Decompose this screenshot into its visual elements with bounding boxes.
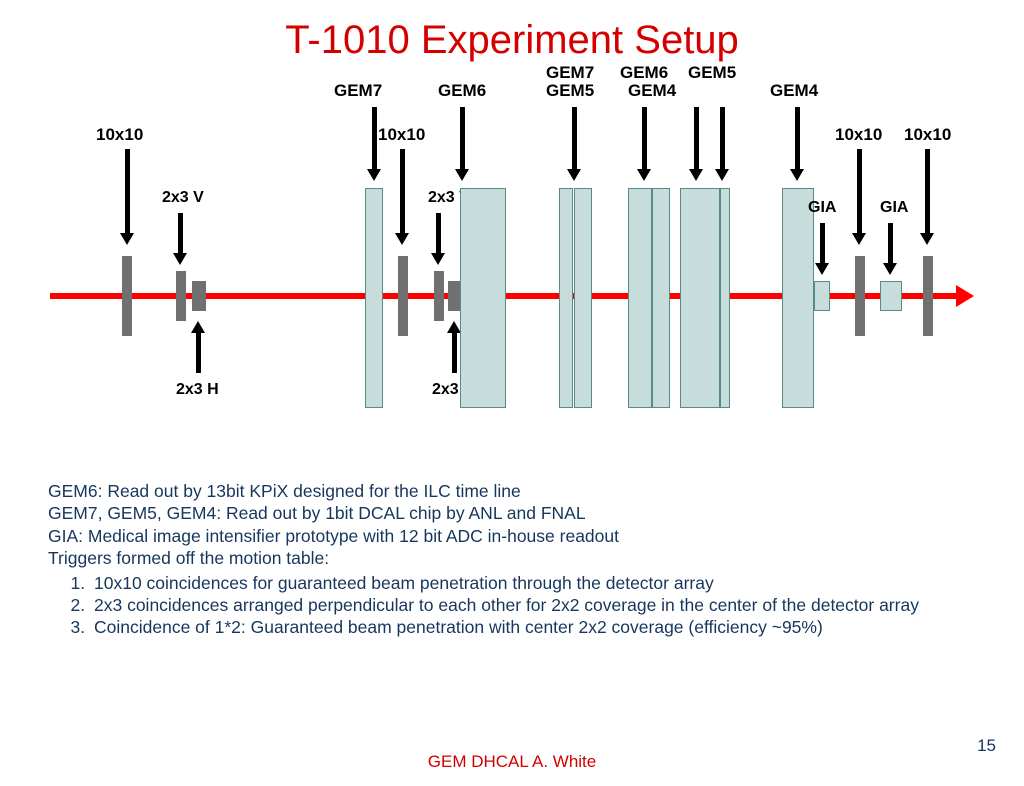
- arrow-icon: [694, 107, 699, 171]
- note-line: GEM6: Read out by 13bit KPiX designed fo…: [48, 480, 988, 502]
- arrow-icon: [452, 331, 457, 373]
- footer-text: GEM DHCAL A. White: [0, 752, 1024, 772]
- arrow-icon: [857, 149, 862, 235]
- detector-10x10-3: [855, 256, 865, 336]
- arrow-icon: [925, 149, 930, 235]
- arrow-icon: [572, 107, 577, 171]
- detector-gem7a: [365, 188, 383, 408]
- arrow-icon: [400, 149, 405, 235]
- label-gem5u: GEM5: [546, 81, 594, 101]
- page-number: 15: [977, 736, 996, 756]
- label-2x3h-1: 2x3 H: [176, 381, 219, 399]
- arrow-icon: [196, 331, 201, 373]
- arrow-icon: [178, 213, 183, 255]
- label-10x10-2: 10x10: [378, 125, 425, 145]
- detector-gia2: [880, 281, 902, 311]
- slide-title: T-1010 Experiment Setup: [0, 18, 1024, 63]
- note-item: Coincidence of 1*2: Guaranteed beam pene…: [90, 616, 988, 638]
- detector-10x10-1: [122, 256, 132, 336]
- detector-gem4a: [652, 188, 670, 408]
- label-gem4r: GEM4: [770, 81, 818, 101]
- label-10x10-3: 10x10: [835, 125, 882, 145]
- label-10x10-1: 10x10: [96, 125, 143, 145]
- note-line: Triggers formed off the motion table:: [48, 547, 988, 569]
- arrow-icon: [795, 107, 800, 171]
- detector-gem5a: [574, 188, 592, 408]
- detector-gem5b: [680, 188, 720, 408]
- detector-gem6b: [628, 188, 652, 408]
- detector-gem4b: [782, 188, 814, 408]
- arrow-icon: [460, 107, 465, 171]
- arrow-icon: [372, 107, 377, 171]
- arrow-icon: [888, 223, 893, 265]
- detector-gem7b: [559, 188, 573, 408]
- label-gem5r: GEM5: [688, 63, 736, 83]
- label-2x3v-1: 2x3 V: [162, 189, 204, 207]
- note-line: GEM7, GEM5, GEM4: Read out by 1bit DCAL …: [48, 502, 988, 524]
- label-gem6u: GEM6: [620, 63, 668, 83]
- label-10x10-4: 10x10: [904, 125, 951, 145]
- label-gem7: GEM7: [334, 81, 382, 101]
- arrow-icon: [642, 107, 647, 171]
- detector-2x3h-1: [192, 281, 206, 311]
- detector-10x10-4: [923, 256, 933, 336]
- description-block: GEM6: Read out by 13bit KPiX designed fo…: [48, 480, 988, 639]
- label-gia2: GIA: [880, 199, 908, 217]
- detector-gem6: [460, 188, 506, 408]
- detector-2x3v-1: [176, 271, 186, 321]
- label-gem4u: GEM4: [628, 81, 676, 101]
- label-gia1: GIA: [808, 199, 836, 217]
- note-item: 10x10 coincidences for guaranteed beam p…: [90, 572, 988, 594]
- arrow-icon: [720, 107, 725, 171]
- setup-diagram: 10x10 2x3 V 2x3 H GEM7 10x10 2x3 V 2x3 H…: [0, 63, 1024, 423]
- arrow-icon: [436, 213, 441, 255]
- detector-10x10-2: [398, 256, 408, 336]
- label-gem6: GEM6: [438, 81, 486, 101]
- detector-gia1: [814, 281, 830, 311]
- detector-gem5c: [720, 188, 730, 408]
- arrow-icon: [820, 223, 825, 265]
- arrow-icon: [125, 149, 130, 235]
- note-line: GIA: Medical image intensifier prototype…: [48, 525, 988, 547]
- label-gem7u: GEM7: [546, 63, 594, 83]
- note-item: 2x3 coincidences arranged perpendicular …: [90, 594, 988, 616]
- detector-2x3v-2: [434, 271, 444, 321]
